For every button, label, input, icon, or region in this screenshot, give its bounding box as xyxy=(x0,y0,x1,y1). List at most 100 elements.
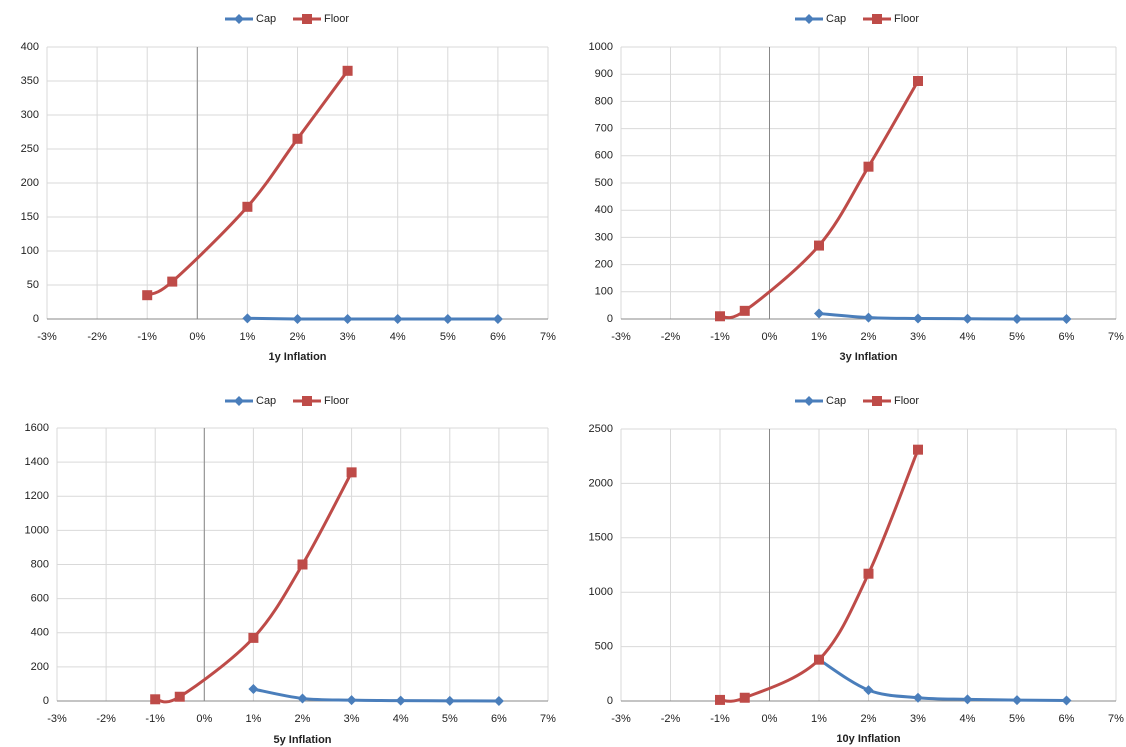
x-tick-label: 7% xyxy=(540,713,556,725)
marker xyxy=(242,201,253,212)
marker xyxy=(242,313,253,324)
x-tick-label: 6% xyxy=(490,331,506,343)
legend-label: Cap xyxy=(826,395,846,407)
legend-label: Cap xyxy=(826,13,846,25)
y-tick-label: 2500 xyxy=(589,423,613,435)
y-tick-label: 400 xyxy=(31,627,49,639)
marker xyxy=(962,694,973,705)
x-tick-label: 6% xyxy=(1059,331,1075,343)
y-tick-label: 50 xyxy=(27,279,39,291)
x-tick-label: 1% xyxy=(811,331,827,343)
x-tick-label: -2% xyxy=(661,713,681,725)
marker xyxy=(739,305,750,316)
x-tick-label: 0% xyxy=(762,713,778,725)
x-axis-title: 1y Inflation xyxy=(268,351,326,363)
marker xyxy=(863,312,874,323)
x-tick-label: -3% xyxy=(47,713,67,725)
x-tick-label: 2% xyxy=(861,331,877,343)
marker xyxy=(863,685,874,696)
marker xyxy=(142,290,153,301)
x-tick-label: -1% xyxy=(145,713,165,725)
marker xyxy=(346,695,357,706)
x-tick-label: -2% xyxy=(96,713,116,725)
y-tick-label: 400 xyxy=(595,204,613,216)
marker xyxy=(174,691,185,702)
y-tick-label: 100 xyxy=(21,245,39,257)
marker xyxy=(297,693,308,704)
chart-panel: 0 50 100 150 200 250 300 350 400 -3% -2% -1% 0% 1% 2% 3… xyxy=(21,13,557,363)
x-tick-label: 0% xyxy=(196,713,212,725)
chart-panel: 0 200 400 600 800 1000 1200 1400 1600 -3% -2% -1% 0%… xyxy=(25,395,557,746)
data-line xyxy=(818,658,1067,702)
x-tick-label: -3% xyxy=(611,331,631,343)
marker xyxy=(739,692,750,703)
x-tick-label: 2% xyxy=(861,713,877,725)
chart-panel: 0 100 200 300 400 500 600 700 800 900 1000 -3% -2% -1… xyxy=(589,13,1125,363)
legend-marker xyxy=(234,396,244,406)
x-axis-title: 3y Inflation xyxy=(839,351,897,363)
y-tick-label: 600 xyxy=(595,150,613,162)
y-tick-label: 600 xyxy=(31,593,49,605)
marker xyxy=(863,161,874,172)
marker xyxy=(715,311,725,322)
x-tick-label: 5% xyxy=(1009,331,1025,343)
marker xyxy=(292,314,303,324)
y-tick-label: 700 xyxy=(595,123,613,135)
y-tick-label: 0 xyxy=(607,695,613,707)
marker xyxy=(492,314,503,324)
x-tick-label: 5% xyxy=(440,331,456,343)
x-tick-label: 2% xyxy=(295,713,311,725)
x-tick-label: 4% xyxy=(960,331,976,343)
y-tick-label: 1400 xyxy=(25,456,49,468)
marker xyxy=(442,314,453,324)
x-tick-label: -2% xyxy=(87,331,107,343)
y-tick-label: 150 xyxy=(21,211,39,223)
y-tick-label: 800 xyxy=(31,558,49,570)
marker xyxy=(248,684,259,695)
y-tick-label: 1000 xyxy=(589,586,613,598)
marker xyxy=(962,313,973,324)
y-tick-label: 900 xyxy=(595,68,613,80)
marker xyxy=(814,654,824,665)
marker xyxy=(493,696,504,706)
y-tick-label: 1000 xyxy=(25,524,49,536)
x-tick-label: 0% xyxy=(189,331,205,343)
y-tick-label: 300 xyxy=(595,231,613,243)
legend-marker xyxy=(804,396,814,406)
marker xyxy=(346,467,357,478)
chart-panel: 0 500 1000 1500 2000 2500 -3% -2% -1% 0% 1% 2% 3% 4% 5… xyxy=(589,395,1125,745)
marker xyxy=(1061,695,1072,706)
y-tick-label: 1200 xyxy=(25,490,49,502)
x-tick-label: 7% xyxy=(1108,331,1124,343)
legend-label: Floor xyxy=(894,13,919,25)
data-line xyxy=(818,312,1067,321)
y-tick-label: 200 xyxy=(595,259,613,271)
y-tick-label: 1600 xyxy=(25,422,49,434)
marker xyxy=(814,240,824,251)
y-tick-label: 100 xyxy=(595,286,613,298)
data-line xyxy=(253,687,499,703)
x-tick-label: 5% xyxy=(1009,713,1025,725)
legend-label: Floor xyxy=(324,395,349,407)
x-tick-label: -1% xyxy=(710,331,730,343)
x-tick-label: 0% xyxy=(762,331,778,343)
x-tick-label: 6% xyxy=(1059,713,1075,725)
y-tick-label: 800 xyxy=(595,95,613,107)
x-tick-label: 4% xyxy=(393,713,409,725)
y-tick-label: 1000 xyxy=(589,41,613,53)
marker xyxy=(297,559,308,570)
x-tick-label: -1% xyxy=(710,713,730,725)
legend-marker xyxy=(872,14,882,24)
legend-label: Floor xyxy=(324,13,349,25)
marker xyxy=(167,276,178,287)
marker xyxy=(342,314,353,324)
x-tick-label: 4% xyxy=(960,713,976,725)
marker xyxy=(1012,314,1022,324)
marker xyxy=(392,314,403,324)
y-tick-label: 500 xyxy=(595,177,613,189)
y-tick-label: 2000 xyxy=(589,477,613,489)
legend-marker xyxy=(234,14,244,24)
y-tick-label: 500 xyxy=(595,641,613,653)
marker xyxy=(913,76,923,86)
